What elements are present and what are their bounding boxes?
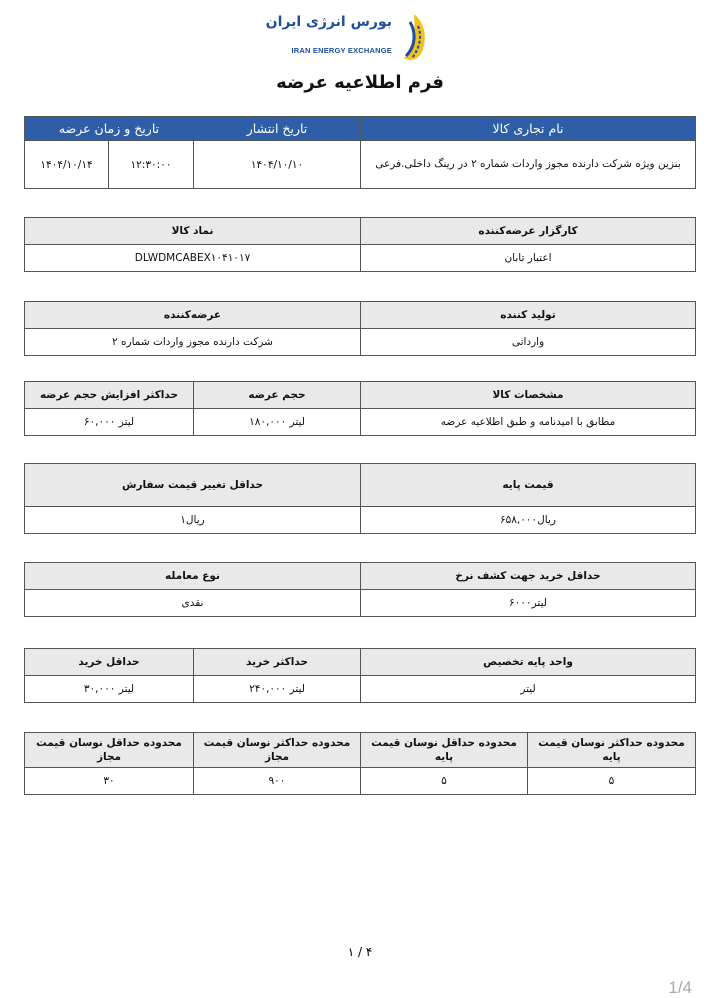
iran-energy-exchange-logo: بورس انرژی ایران IRAN ENERGY EXCHANGE: [250, 10, 430, 68]
page-number: ۴ / ۱: [347, 945, 373, 959]
column-header: حداقل تغییر قیمت سفارش: [24, 463, 361, 507]
table-cell: ۱۴۰۴/۱۰/۱۰: [193, 140, 362, 189]
info-table: مشخصات کالا حجم عرضه حداکثر افزایش حجم عرض…: [24, 381, 696, 436]
column-header: تاریخ و زمان عرضه: [23, 116, 195, 141]
column-header: تاریخ انتشار: [193, 116, 362, 141]
column-header: قیمت پایه: [360, 463, 696, 507]
column-header: حداکثر خرید: [193, 648, 361, 676]
column-header: محدوده حداقل نوسان قیمت مجاز: [24, 732, 194, 768]
column-header: محدوده حداکثر نوسان قیمت مجاز: [193, 732, 361, 768]
table-cell: اعتبار تابان: [360, 244, 696, 272]
viewer-page-indicator: 1/4: [668, 978, 692, 997]
column-header: کارگزار عرضه‌کننده: [360, 217, 696, 245]
table-cell: ۹۰۰: [193, 767, 361, 795]
logo-text-en: IRAN ENERGY EXCHANGE: [291, 46, 392, 55]
column-header: محدوده حداقل نوسان قیمت پایه: [360, 732, 528, 768]
table-cell: لیتر ۱۸۰,۰۰۰: [193, 408, 361, 436]
table-cell: ریال۱: [24, 506, 361, 534]
column-header: نماد کالا: [24, 217, 361, 245]
table-cell: وارداتی: [360, 328, 696, 356]
column-header: حجم عرضه: [193, 381, 361, 409]
column-header: تولید کننده: [360, 301, 696, 329]
column-header: محدوده حداکثر نوسان قیمت پایه: [527, 732, 696, 768]
table-cell: لیتر ۳۰,۰۰۰: [24, 675, 194, 703]
table-cell: بنزین ویژه شرکت دارنده مجوز واردات شماره…: [360, 140, 697, 189]
table-cell: ۱۴۰۴/۱۰/۱۴: [23, 140, 110, 189]
table-cell: لیتر ۲۴۰,۰۰۰: [193, 675, 361, 703]
table-cell: شرکت دارنده مجوز واردات شماره ۲: [24, 328, 361, 356]
info-table: قیمت پایه حداقل تغییر قیمت سفارش ریال۶۵۸,۰…: [24, 463, 696, 534]
logo-emblem-icon: [404, 14, 425, 60]
form-tables: نام تجاری کالا تاریخ انتشار تاریخ و زمان ع…: [23, 116, 697, 795]
column-header: حداقل خرید جهت کشف نرخ: [360, 562, 696, 590]
table-cell: لیتر: [360, 675, 696, 703]
table-cell: لیتر۶۰۰۰: [360, 589, 696, 617]
table-cell: ۱۲:۳۰:۰۰: [108, 140, 195, 189]
column-header: نام تجاری کالا: [360, 116, 697, 141]
table-cell: DLWDMCABEX۱۰۴۱۰۱۷: [24, 244, 361, 272]
table-cell: ریال۶۵۸,۰۰۰: [360, 506, 696, 534]
logo-text-fa: بورس انرژی ایران: [265, 14, 392, 30]
info-table: نام تجاری کالا تاریخ انتشار تاریخ و زمان ع…: [23, 116, 697, 189]
info-table: حداقل خرید جهت کشف نرخ نوع معامله لیتر۶۰۰۰…: [24, 562, 696, 617]
table-cell: مطابق با امیدنامه و طبق اطلاعیه عرضه: [360, 408, 696, 436]
column-header: عرضه‌کننده: [24, 301, 361, 329]
table-cell: نقدی: [24, 589, 361, 617]
info-table: تولید کننده عرضه‌کننده وارداتی شرکت دارنده …: [24, 301, 696, 356]
info-table: واحد پایه تخصیص حداکثر خرید حداقل خرید لیتر…: [24, 648, 696, 703]
table-cell: لیتر ۶۰,۰۰۰: [24, 408, 194, 436]
info-table: محدوده حداکثر نوسان قیمت پایه محدوده حداق…: [24, 732, 696, 795]
table-cell: ۵: [360, 767, 528, 795]
column-header: حداقل خرید: [24, 648, 194, 676]
column-header: حداکثر افزایش حجم عرضه: [24, 381, 194, 409]
table-cell: ۵: [527, 767, 696, 795]
table-cell: ۳۰: [24, 767, 194, 795]
column-header: نوع معامله: [24, 562, 361, 590]
page-title: فرم اطلاعیه عرضه: [276, 72, 444, 93]
info-table: کارگزار عرضه‌کننده نماد کالا اعتبار تابان D…: [24, 217, 696, 272]
column-header: مشخصات کالا: [360, 381, 696, 409]
column-header: واحد پایه تخصیص: [360, 648, 696, 676]
